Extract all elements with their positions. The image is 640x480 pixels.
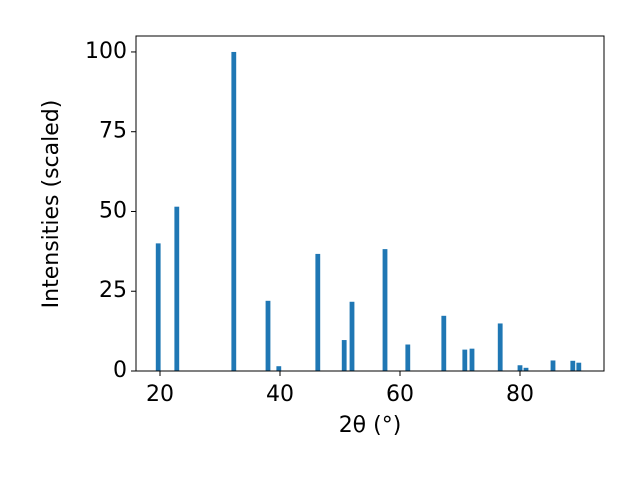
y-tick-label: 100 <box>85 39 127 64</box>
bar <box>174 206 180 371</box>
y-tick-label: 50 <box>99 198 127 223</box>
bar <box>523 367 529 371</box>
bar <box>441 315 447 371</box>
x-tick-label: 80 <box>506 382 534 407</box>
plot-frame <box>135 35 605 372</box>
bar <box>497 323 503 371</box>
bar <box>462 349 468 371</box>
y-axis-label: Intensities (scaled) <box>39 100 64 309</box>
x-axis-label: 2θ (°) <box>339 413 402 438</box>
y-tick-label: 75 <box>99 119 127 144</box>
y-tick-label: 0 <box>113 358 127 383</box>
bar <box>570 360 576 371</box>
x-tick-label: 40 <box>266 382 294 407</box>
bar <box>265 300 271 371</box>
bar <box>550 360 556 371</box>
bar <box>231 51 237 371</box>
bar <box>469 348 475 371</box>
x-tick-label: 60 <box>386 382 414 407</box>
bar <box>155 243 161 371</box>
bar <box>276 366 282 371</box>
bar <box>405 344 411 371</box>
bar <box>315 253 321 371</box>
bar <box>517 365 523 371</box>
bar <box>341 340 347 371</box>
bar <box>349 301 355 371</box>
bar <box>382 249 388 371</box>
x-tick-label: 20 <box>146 382 174 407</box>
bar <box>576 362 582 371</box>
y-tick-label: 25 <box>99 278 127 303</box>
